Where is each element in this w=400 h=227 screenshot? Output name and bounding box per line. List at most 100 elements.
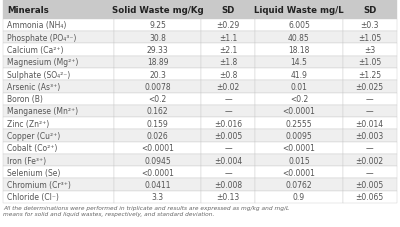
Text: Calcium (Ca²⁺): Calcium (Ca²⁺) [7, 46, 64, 55]
Text: 0.0945: 0.0945 [144, 156, 171, 165]
Text: ±0.005: ±0.005 [356, 180, 384, 189]
Text: Arsenic (As³⁺): Arsenic (As³⁺) [7, 83, 60, 91]
Bar [255, 130, 342, 142]
Text: ±1.05: ±1.05 [358, 34, 381, 43]
Bar [201, 105, 255, 118]
Text: 0.159: 0.159 [147, 119, 168, 128]
Text: ±0.025: ±0.025 [356, 83, 384, 91]
Bar [3, 130, 114, 142]
Text: SD: SD [363, 6, 376, 15]
Text: <0.0001: <0.0001 [141, 144, 174, 153]
Text: <0.0001: <0.0001 [282, 168, 316, 177]
Text: 0.0762: 0.0762 [286, 180, 312, 189]
Text: 18.89: 18.89 [147, 58, 168, 67]
Bar [3, 118, 114, 130]
Text: ±0.065: ±0.065 [356, 192, 384, 202]
Text: ±1.05: ±1.05 [358, 58, 381, 67]
Bar [201, 93, 255, 105]
Text: Iron (Fe³⁺): Iron (Fe³⁺) [7, 156, 46, 165]
Bar [114, 1, 201, 20]
Bar [255, 191, 342, 203]
Bar [114, 69, 201, 81]
Text: <0.2: <0.2 [290, 95, 308, 104]
Text: <0.0001: <0.0001 [282, 144, 316, 153]
Bar [342, 32, 397, 44]
Bar [201, 57, 255, 69]
Bar [3, 44, 114, 57]
Text: ±0.002: ±0.002 [356, 156, 384, 165]
Text: Manganese (Mn²⁺): Manganese (Mn²⁺) [7, 107, 78, 116]
Bar [201, 81, 255, 93]
Text: 6.005: 6.005 [288, 21, 310, 30]
Text: 0.01: 0.01 [290, 83, 308, 91]
Bar [255, 81, 342, 93]
Bar [342, 44, 397, 57]
Bar [3, 20, 114, 32]
Bar [201, 20, 255, 32]
Text: ±0.003: ±0.003 [356, 131, 384, 140]
Bar [342, 1, 397, 20]
Bar [342, 93, 397, 105]
Bar [114, 57, 201, 69]
Text: —: — [366, 95, 374, 104]
Bar [342, 154, 397, 166]
Text: ±0.014: ±0.014 [356, 119, 384, 128]
Text: 14.5: 14.5 [290, 58, 308, 67]
Bar [3, 105, 114, 118]
Text: 41.9: 41.9 [290, 70, 308, 79]
Bar [114, 130, 201, 142]
Bar [201, 69, 255, 81]
Text: 30.8: 30.8 [149, 34, 166, 43]
Text: 29.33: 29.33 [147, 46, 168, 55]
Bar [114, 105, 201, 118]
Text: —: — [224, 107, 232, 116]
Text: <0.0001: <0.0001 [141, 168, 174, 177]
Text: ±0.3: ±0.3 [360, 21, 379, 30]
Text: <0.0001: <0.0001 [282, 107, 316, 116]
Text: 0.0095: 0.0095 [286, 131, 312, 140]
Bar [255, 105, 342, 118]
Text: —: — [366, 168, 374, 177]
Bar [114, 20, 201, 32]
Bar [201, 44, 255, 57]
Text: —: — [366, 144, 374, 153]
Bar [201, 191, 255, 203]
Text: 0.162: 0.162 [147, 107, 168, 116]
Text: ±1.8: ±1.8 [219, 58, 238, 67]
Bar [255, 69, 342, 81]
Text: All the determinations were performed in triplicate and results are expressed as: All the determinations were performed in… [3, 205, 290, 216]
Bar [3, 93, 114, 105]
Text: Zinc (Zn²⁺): Zinc (Zn²⁺) [7, 119, 50, 128]
Bar [114, 166, 201, 179]
Bar [114, 44, 201, 57]
Bar [201, 130, 255, 142]
Text: 20.3: 20.3 [149, 70, 166, 79]
Text: 0.2555: 0.2555 [286, 119, 312, 128]
Bar [201, 179, 255, 191]
Bar [3, 32, 114, 44]
Bar [114, 81, 201, 93]
Bar [114, 154, 201, 166]
Text: SD: SD [222, 6, 235, 15]
Text: ±0.005: ±0.005 [214, 131, 242, 140]
Bar [342, 130, 397, 142]
Text: Liquid Waste mg/L: Liquid Waste mg/L [254, 6, 344, 15]
Text: ±0.29: ±0.29 [217, 21, 240, 30]
Text: 0.015: 0.015 [288, 156, 310, 165]
Text: 0.0411: 0.0411 [144, 180, 171, 189]
Text: Solid Waste mg/Kg: Solid Waste mg/Kg [112, 6, 203, 15]
Bar [3, 191, 114, 203]
Bar [255, 93, 342, 105]
Bar [3, 179, 114, 191]
Text: ±1.1: ±1.1 [219, 34, 238, 43]
Bar [3, 69, 114, 81]
Bar [3, 154, 114, 166]
Text: ±3: ±3 [364, 46, 375, 55]
Text: Phosphate (PO₄³⁻): Phosphate (PO₄³⁻) [7, 34, 76, 43]
Bar [3, 57, 114, 69]
Bar [342, 191, 397, 203]
Text: ±0.8: ±0.8 [219, 70, 238, 79]
Text: Chloride (Cl⁻): Chloride (Cl⁻) [7, 192, 59, 202]
Bar [255, 142, 342, 154]
Text: ±2.1: ±2.1 [219, 46, 238, 55]
